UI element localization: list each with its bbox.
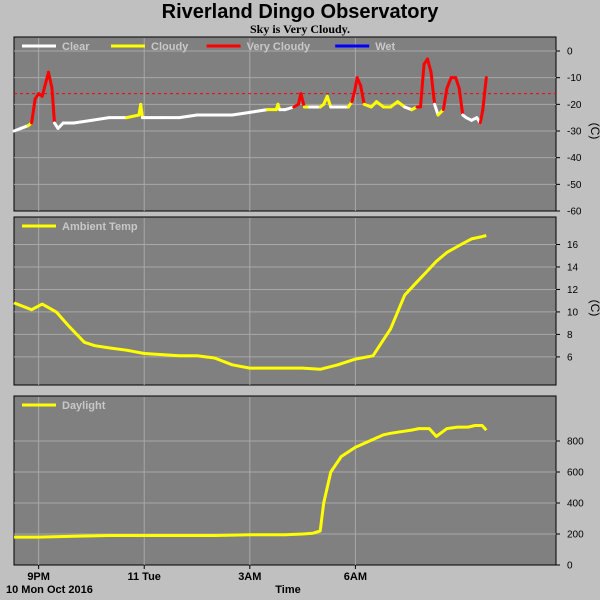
sky-temp-segment: [481, 76, 488, 112]
sky-temp-segment: [72, 118, 93, 125]
sky-temp-segment: [457, 86, 465, 117]
y-tick-label: 14: [567, 262, 579, 273]
sky-temp-segment: [125, 113, 141, 120]
chart-subtitle: Sky is Very Cloudy.: [249, 22, 351, 36]
y-tick-label: 12: [567, 285, 579, 296]
sky-temp-segment: [445, 76, 453, 90]
daylight-chart: 0 200 400 600 800 Daylight: [13, 395, 584, 572]
y-tick-label: 6: [567, 352, 573, 363]
y-axis-label: (C): [588, 123, 600, 140]
y-tick-label: 0: [567, 47, 573, 58]
sky-temp-segment: [89, 116, 111, 122]
sky-temp-segment: [30, 97, 37, 125]
chart-title: Riverland Dingo Observatory: [161, 1, 439, 23]
plot-area: [13, 36, 557, 212]
sky-temp-segment: [248, 108, 269, 114]
plot-area: [13, 395, 557, 566]
x-tick-label: 6AM: [344, 571, 367, 583]
sky-temp-segment: [299, 92, 306, 109]
sky-temp-segment: [433, 102, 440, 117]
legend-label: Daylight: [62, 400, 106, 412]
series-line: [14, 424, 488, 539]
x-tick-label: 9PM: [27, 571, 50, 583]
y-tick-label: 600: [567, 468, 584, 479]
y-tick-label: -40: [567, 153, 582, 164]
sky-temp-segment: [359, 84, 366, 106]
sky-temp-segment: [230, 110, 252, 117]
sky-temp-segment: [46, 70, 54, 90]
sky-temp-segment: [350, 89, 357, 104]
sky-temp-segment: [283, 105, 296, 112]
y-tick-label: 800: [567, 437, 584, 448]
y-tick-label: -30: [567, 127, 582, 138]
ambient-temperature-chart: 6 8 10 12 14 16 (C) Ambient Temp: [13, 216, 600, 386]
legend-label: Cloudy: [151, 41, 189, 53]
sky-temp-segment: [426, 57, 433, 74]
y-tick-label: -20: [567, 100, 582, 111]
y-tick-label: 400: [567, 499, 584, 510]
y-tick-label: 10: [567, 307, 579, 318]
sky-temperature-chart: 0 -10 -20 -30 -40 -50 -60 (C) Clear Cloudy Very Cl…: [12, 36, 600, 218]
sky-temp-segment: [429, 70, 437, 106]
legend-label: Clear: [62, 41, 90, 53]
sky-temp-segment: [139, 102, 144, 120]
sky-temp-segment: [40, 81, 48, 98]
sky-temp-segment: [325, 94, 333, 109]
y-tick-label: 16: [567, 240, 579, 251]
sky-temp-segment: [441, 86, 449, 112]
plot-area: [13, 216, 557, 386]
x-tick-label: 3AM: [238, 571, 261, 583]
legend-label: Wet: [375, 41, 395, 53]
y-tick-label: 200: [567, 530, 584, 541]
sky-temp-segment: [419, 62, 426, 109]
y-tick-label: -50: [567, 180, 582, 191]
x-tick-label: 11 Tue: [128, 571, 161, 583]
x-axis-title: Time: [275, 584, 300, 596]
legend-label: Ambient Temp: [62, 221, 138, 233]
y-tick-label: 8: [567, 330, 573, 341]
sky-temp-segment: [177, 113, 199, 120]
y-tick-label: -10: [567, 73, 582, 84]
y-axis-label: (C): [588, 300, 600, 317]
sky-temp-segment: [454, 76, 461, 90]
sky-temp-segment: [478, 108, 485, 125]
sky-temp-segment: [50, 86, 56, 125]
date-label: 10 Mon Oct 2016: [6, 584, 93, 596]
time-axis: 9PM 11 Tue 3AM 6AM 10 Mon Oct 2016 Time: [6, 565, 367, 596]
series-line: [13, 234, 487, 371]
y-tick-label: 0: [567, 561, 573, 572]
y-tick-label: -60: [567, 207, 582, 218]
legend-label: Very Cloudy: [247, 41, 311, 53]
